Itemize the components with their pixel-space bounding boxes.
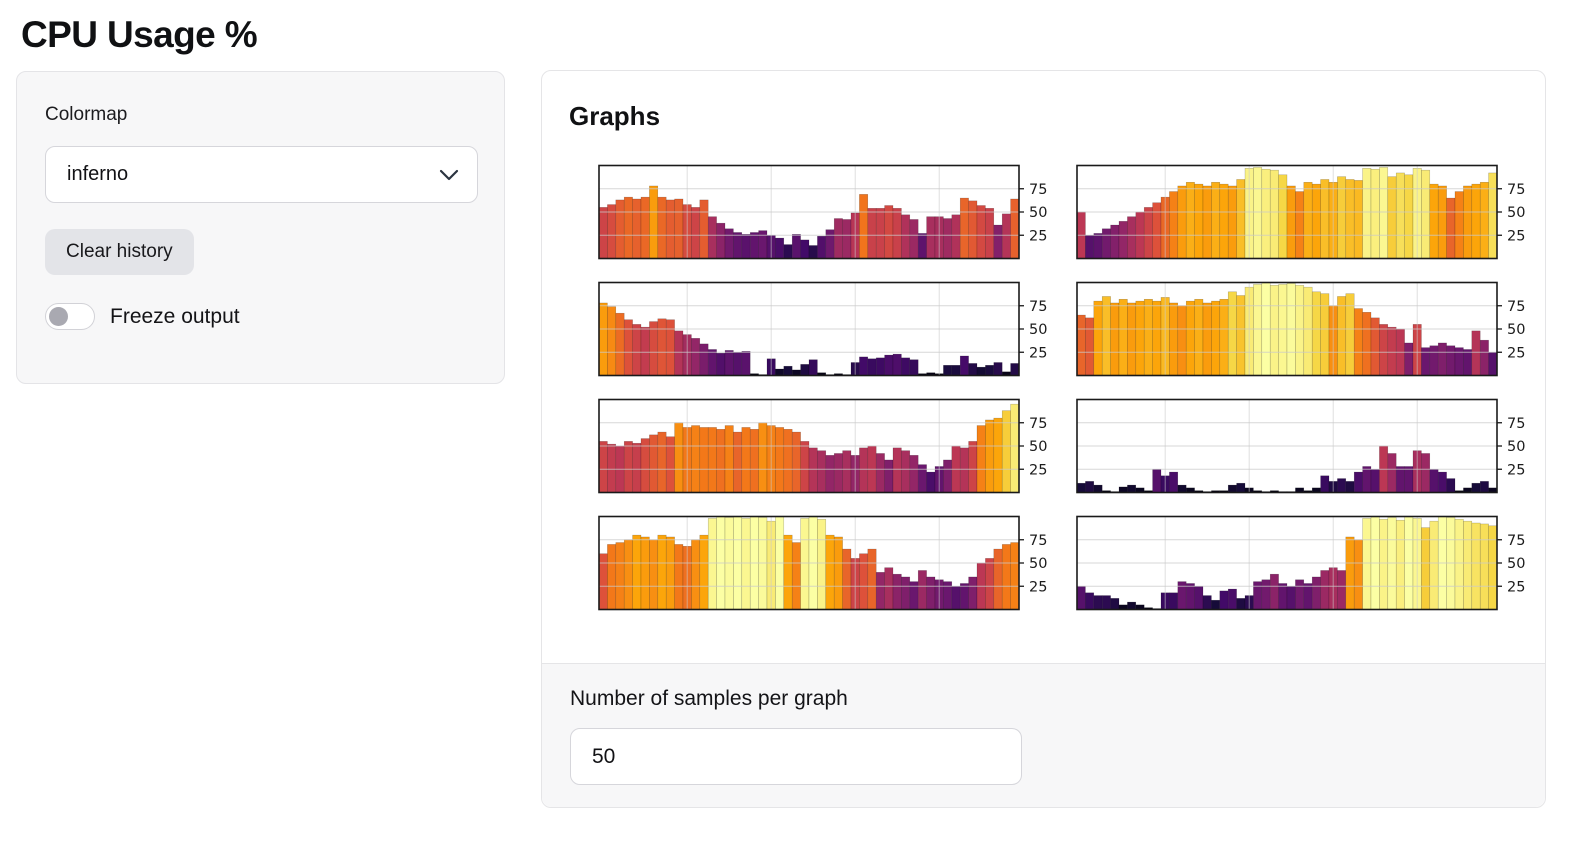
svg-text:50: 50: [1029, 439, 1047, 455]
samples-footer: Number of samples per graph: [542, 663, 1545, 807]
svg-text:75: 75: [1029, 299, 1047, 315]
graphs-title: Graphs: [569, 101, 661, 131]
chevron-down-icon: [439, 169, 459, 181]
svg-text:75: 75: [1507, 533, 1525, 549]
svg-text:75: 75: [1029, 182, 1047, 198]
colormap-label: Colormap: [45, 104, 128, 125]
svg-text:75: 75: [1507, 182, 1525, 198]
cpu-usage-graph: 25 50 75: [1076, 398, 1544, 494]
toggle-knob: [49, 306, 68, 326]
svg-text:25: 25: [1029, 579, 1047, 595]
freeze-output-toggle[interactable]: [45, 303, 95, 330]
samples-input[interactable]: [570, 728, 1022, 785]
svg-text:50: 50: [1507, 205, 1525, 221]
cpu-usage-graph: 25 50 75: [1076, 515, 1544, 611]
svg-text:75: 75: [1029, 533, 1047, 549]
svg-text:75: 75: [1029, 416, 1047, 432]
cpu-usage-graph: 25 50 75: [598, 164, 1066, 260]
samples-label: Number of samples per graph: [570, 687, 848, 710]
svg-text:50: 50: [1029, 322, 1047, 338]
charts-grid: 25 50 75 25 50 75 25 50 75 25 50 75 25 50 75 25 50 75 25 50…: [542, 164, 1545, 611]
cpu-usage-graph: 25 50 75: [598, 398, 1066, 494]
svg-text:75: 75: [1507, 416, 1525, 432]
controls-panel: Colormap inferno Clear history Freeze ou…: [16, 71, 505, 384]
clear-history-button[interactable]: Clear history: [45, 229, 194, 275]
svg-text:25: 25: [1507, 579, 1525, 595]
svg-text:50: 50: [1507, 556, 1525, 572]
colormap-select[interactable]: inferno: [45, 146, 478, 203]
cpu-usage-graph: 25 50 75: [1076, 164, 1544, 260]
cpu-usage-graph: 25 50 75: [598, 515, 1066, 611]
svg-text:25: 25: [1507, 462, 1525, 478]
svg-text:50: 50: [1507, 439, 1525, 455]
colormap-selected-value: inferno: [67, 163, 129, 185]
graphs-panel: Graphs 25 50 75 25 50 75 25 50 75 25 50 75 25 50 75 25 5…: [541, 70, 1546, 808]
svg-text:75: 75: [1507, 299, 1525, 315]
svg-text:25: 25: [1029, 228, 1047, 244]
svg-text:50: 50: [1507, 322, 1525, 338]
page-title: CPU Usage %: [21, 14, 258, 55]
cpu-usage-graph: 25 50 75: [598, 281, 1066, 377]
svg-text:25: 25: [1029, 462, 1047, 478]
freeze-output-row: Freeze output: [45, 303, 476, 330]
svg-text:25: 25: [1507, 228, 1525, 244]
freeze-output-label: Freeze output: [110, 304, 240, 328]
svg-text:50: 50: [1029, 205, 1047, 221]
svg-text:50: 50: [1029, 556, 1047, 572]
cpu-usage-graph: 25 50 75: [1076, 281, 1544, 377]
svg-text:25: 25: [1029, 345, 1047, 361]
svg-text:25: 25: [1507, 345, 1525, 361]
